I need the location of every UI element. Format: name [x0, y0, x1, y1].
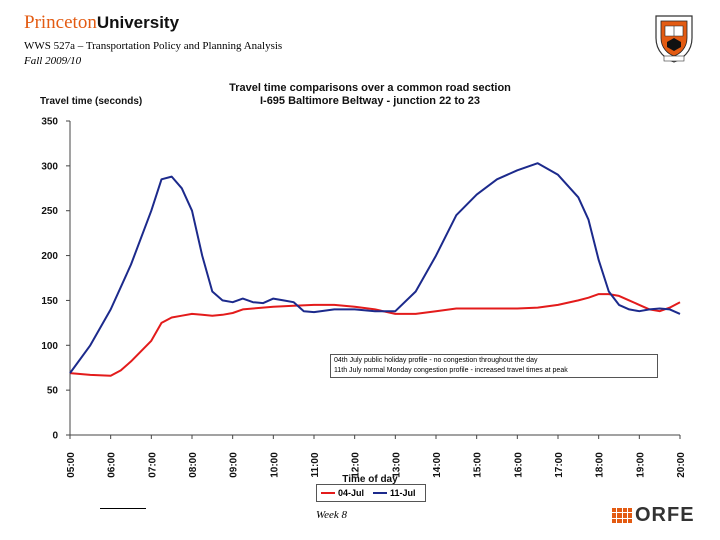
x-tick-label: 13:00	[391, 452, 402, 478]
x-tick-label: 14:00	[432, 452, 443, 478]
logo-university-text: University	[96, 13, 180, 32]
legend-item-11jul: 11-Jul	[373, 487, 416, 499]
x-tick-label: 16:00	[513, 452, 524, 478]
footer-week: Week 8	[316, 509, 348, 521]
legend-item-04jul: 04-Jul	[321, 487, 364, 499]
y-axis-title: Travel time (seconds)	[40, 96, 143, 107]
legend-swatch-04jul	[321, 492, 335, 494]
y-tick-label: 250	[41, 206, 58, 217]
y-tick-label: 0	[52, 431, 58, 442]
annotation-line-2: 11th July normal Monday congestion profi…	[334, 367, 568, 374]
y-tick-label: 50	[47, 386, 59, 397]
x-tick-label: 15:00	[473, 452, 484, 478]
orfe-grid-icon	[612, 507, 632, 524]
y-tick-label: 100	[41, 341, 58, 352]
chart-legend: 04-Jul 11-Jul	[316, 484, 426, 502]
y-tick-label: 150	[41, 296, 58, 307]
legend-swatch-11jul	[373, 492, 387, 494]
orfe-logo: ORFE	[612, 504, 695, 527]
logo-princeton-text: Princeton	[24, 12, 97, 33]
princeton-shield-icon	[655, 15, 693, 63]
chart-title-line-1: Travel time comparisons over a common ro…	[229, 82, 511, 94]
x-tick-label: 10:00	[269, 452, 280, 478]
y-tick-label: 350	[41, 117, 58, 128]
x-tick-label: 09:00	[229, 452, 240, 478]
annotation-box: 04th July public holiday profile - no co…	[330, 354, 658, 378]
x-tick-label: 12:00	[351, 452, 362, 478]
x-tick-label: 05:00	[66, 452, 77, 478]
footer-rule	[100, 508, 146, 509]
x-tick-label: 18:00	[595, 452, 606, 478]
course-title: WWS 527a – Transportation Policy and Pla…	[24, 40, 283, 52]
x-axis-title: Time of day	[342, 474, 398, 485]
y-tick-label: 200	[41, 251, 58, 262]
x-tick-label: 17:00	[554, 452, 565, 478]
annotation-line-1: 04th July public holiday profile - no co…	[334, 357, 538, 364]
series-line-11jul	[69, 162, 681, 374]
y-tick-label: 300	[41, 161, 58, 172]
chart-title: Travel time comparisons over a common ro…	[200, 82, 540, 108]
course-term: Fall 2009/10	[24, 55, 82, 67]
chart-title-line-2: I-695 Baltimore Beltway - junction 22 to…	[259, 95, 481, 107]
princeton-logo: PrincetonUniversity	[24, 12, 179, 34]
x-tick-label: 20:00	[676, 452, 687, 478]
legend-label-04jul: 04-Jul	[338, 488, 365, 498]
x-tick-label: 06:00	[107, 452, 118, 478]
x-tick-label: 19:00	[635, 452, 646, 478]
x-tick-label: 08:00	[188, 452, 199, 478]
x-tick-label: 07:00	[147, 452, 158, 478]
orfe-text: ORFE	[635, 504, 695, 526]
x-tick-label: 11:00	[310, 452, 321, 477]
legend-label-11jul: 11-Jul	[390, 488, 416, 498]
